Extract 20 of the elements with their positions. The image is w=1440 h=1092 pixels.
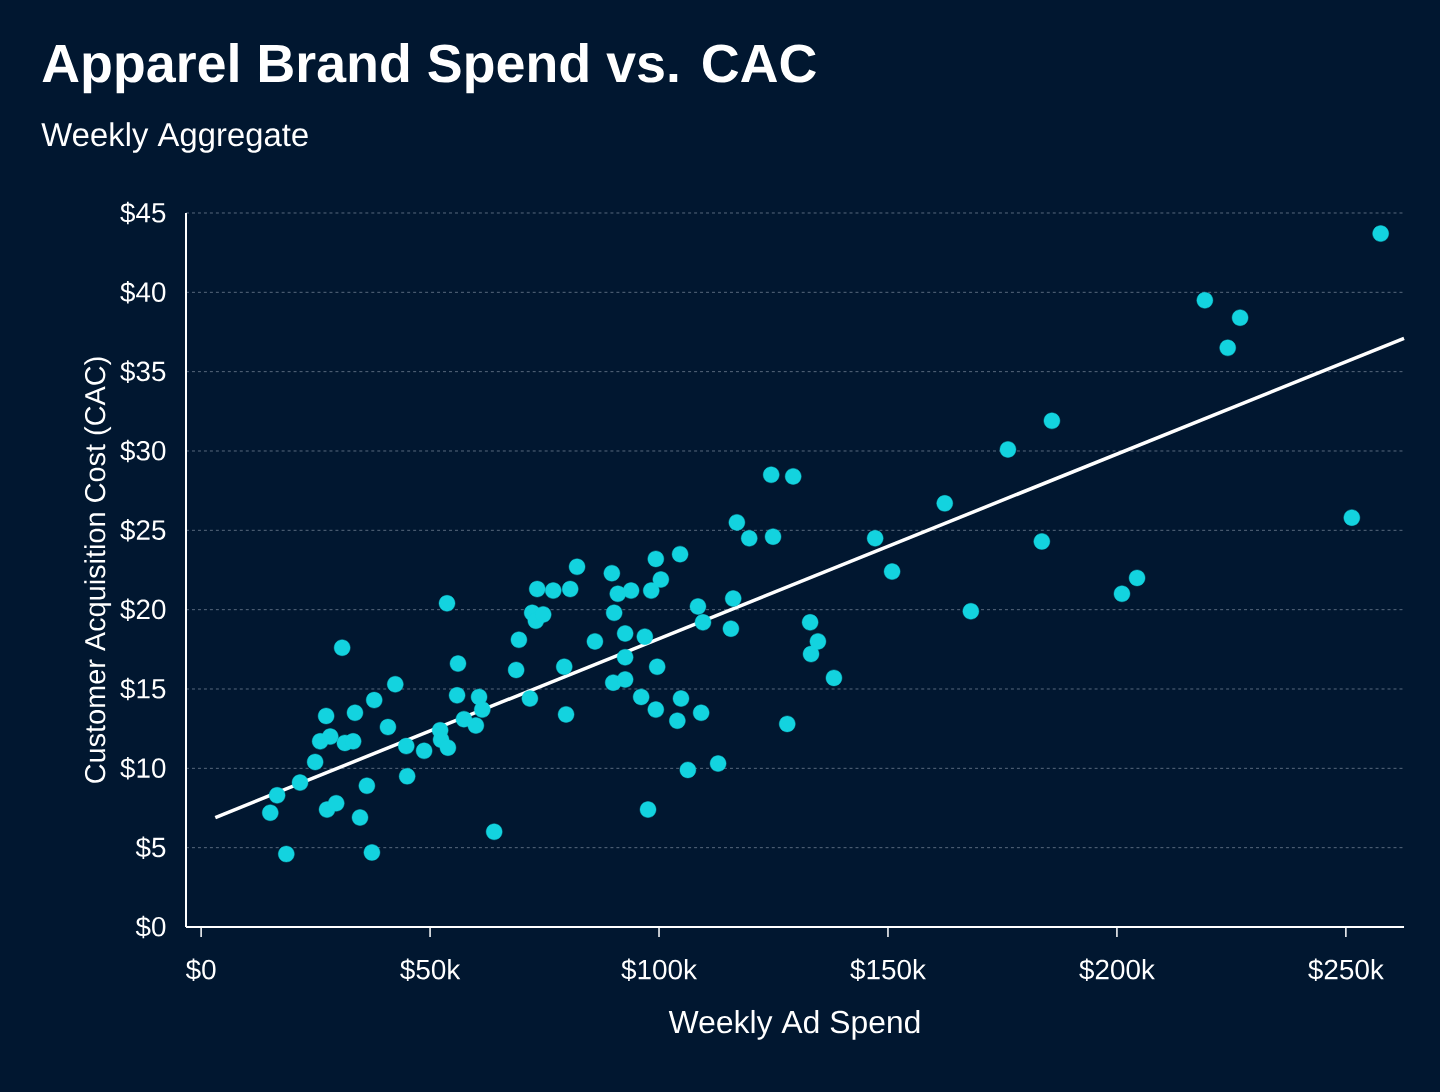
y-tick-label: $10 xyxy=(120,757,166,780)
chart-title: Apparel Brand Spend vs. CAC xyxy=(42,43,816,94)
y-axis-title: Customer Acquisition Cost (CAC) xyxy=(84,357,112,783)
y-tick-label: $35 xyxy=(120,360,166,383)
x-tick-label: $150k xyxy=(850,958,926,982)
y-tick-label: $15 xyxy=(120,677,166,701)
y-tick-label: $30 xyxy=(120,439,166,463)
x-tick-label: $50k xyxy=(400,958,461,982)
chart-subtitle: Weekly Aggregate xyxy=(41,122,308,153)
x-tick-label: $200k xyxy=(1079,958,1155,982)
y-tick-label: $25 xyxy=(120,519,166,542)
y-tick-label: $40 xyxy=(120,281,166,304)
x-tick-label: $250k xyxy=(1308,958,1384,982)
y-tick-label: $20 xyxy=(120,598,166,621)
y-tick-label: $5 xyxy=(135,836,166,859)
x-tick-label: $100k xyxy=(621,958,698,982)
x-tick-label: $0 xyxy=(185,958,216,982)
y-tick-label: $45 xyxy=(120,201,166,225)
x-axis-title: Weekly Ad Spend xyxy=(668,1009,920,1040)
y-tick-label: $0 xyxy=(135,915,166,939)
